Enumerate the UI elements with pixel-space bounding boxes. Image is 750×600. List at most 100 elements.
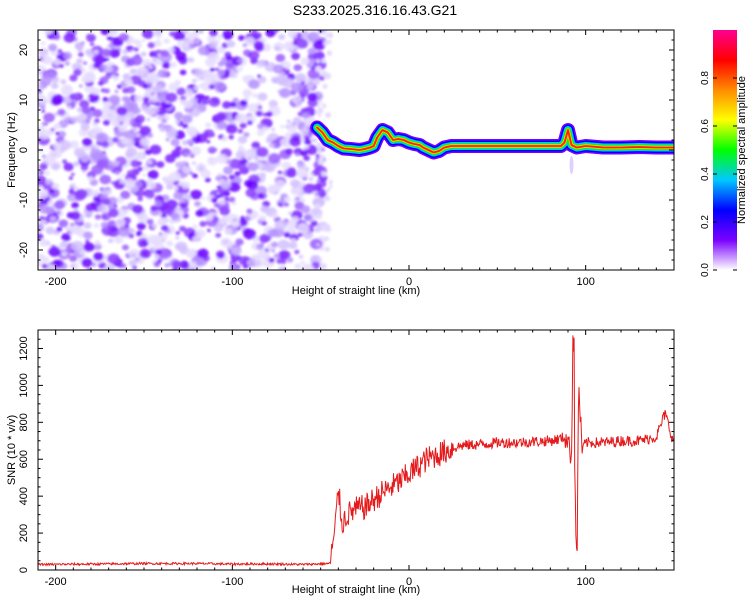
noise-speckle — [166, 218, 171, 222]
noise-speckle — [286, 119, 292, 124]
noise-speckle — [217, 173, 223, 178]
noise-speckle — [238, 218, 248, 227]
noise-speckle — [256, 147, 269, 158]
noise-speckle — [261, 221, 268, 226]
noise-speckle — [60, 79, 67, 85]
spectrogram-ytick-label: 10 — [18, 94, 30, 106]
noise-speckle — [175, 51, 187, 61]
noise-speckle — [240, 225, 246, 230]
noise-speckle — [70, 223, 75, 227]
noise-speckle — [283, 231, 291, 238]
spectrogram-ylabel: Frequency (Hz) — [6, 112, 18, 188]
noise-speckle — [207, 35, 217, 43]
noise-speckle — [151, 107, 160, 114]
noise-speckle — [54, 200, 65, 210]
noise-speckle — [242, 88, 253, 98]
noise-speckle — [182, 123, 189, 129]
spectrogram-xlabel: Height of straight line (km) — [292, 285, 420, 297]
noise-speckle — [43, 112, 55, 123]
noise-speckle — [324, 236, 330, 242]
snr-xtick-label: -100 — [221, 576, 243, 588]
noise-speckle — [187, 250, 195, 257]
noise-speckle — [290, 237, 297, 243]
snr-ytick-label: 1000 — [18, 373, 30, 397]
noise-speckle — [38, 72, 43, 77]
noise-speckle — [69, 224, 81, 235]
noise-speckle — [193, 85, 200, 91]
noise-speckle — [300, 93, 306, 97]
noise-speckle — [179, 260, 190, 269]
noise-speckle — [262, 252, 269, 258]
noise-speckle — [175, 235, 180, 240]
noise-speckle — [307, 53, 316, 61]
noise-speckle — [86, 96, 90, 100]
noise-speckle — [181, 140, 189, 146]
noise-speckle — [291, 216, 299, 223]
noise-speckle — [38, 204, 51, 214]
spectrogram-ytick-label: 0 — [18, 147, 30, 153]
noise-speckle — [83, 231, 93, 240]
noise-speckle — [136, 222, 146, 230]
noise-speckle — [139, 125, 151, 136]
noise-speckle — [159, 217, 168, 225]
colorbar-gradient — [713, 30, 737, 270]
noise-speckle — [50, 82, 59, 90]
noise-speckle — [274, 219, 287, 231]
noise-speckle — [69, 140, 79, 149]
noise-speckle — [93, 118, 100, 124]
noise-speckle — [320, 263, 327, 270]
noise-speckle — [216, 191, 221, 195]
noise-speckle — [92, 109, 103, 118]
noise-speckle — [155, 249, 162, 255]
noise-speckle — [99, 174, 112, 185]
noise-speckle — [159, 125, 167, 132]
noise-speckle — [293, 64, 303, 72]
noise-speckle — [91, 204, 97, 209]
noise-speckle — [192, 173, 198, 179]
noise-speckle — [45, 70, 57, 80]
noise-speckle — [163, 38, 170, 44]
noise-speckle — [130, 159, 140, 168]
noise-speckle — [83, 222, 92, 229]
noise-speckle — [185, 149, 191, 155]
noise-speckle — [321, 70, 328, 77]
noise-speckle — [71, 202, 79, 209]
noise-speckle — [182, 114, 193, 124]
noise-speckle — [258, 234, 270, 244]
noise-speckle — [218, 198, 226, 205]
noise-speckle — [73, 68, 82, 76]
noise-speckle — [303, 213, 313, 222]
noise-speckle — [312, 39, 326, 51]
noise-speckle — [237, 136, 248, 144]
noise-speckle — [286, 123, 298, 133]
noise-speckle — [210, 208, 215, 213]
noise-speckle — [215, 67, 220, 72]
noise-speckle — [161, 61, 171, 69]
noise-speckle — [38, 89, 43, 94]
noise-speckle — [188, 261, 198, 270]
noise-speckle — [173, 30, 186, 41]
noise-speckle — [231, 220, 241, 228]
noise-speckle — [247, 180, 259, 191]
noise-speckle — [80, 123, 90, 131]
noise-speckle — [197, 45, 210, 56]
noise-speckle — [191, 78, 197, 84]
noise-speckle — [80, 164, 89, 171]
noise-speckle — [294, 263, 302, 270]
noise-speckle — [217, 61, 225, 67]
noise-speckle — [207, 146, 217, 154]
colorbar-tick-label: 0.4 — [700, 167, 711, 181]
noise-speckle — [117, 124, 128, 133]
noise-speckle — [73, 186, 79, 191]
noise-speckle — [102, 96, 109, 103]
noise-speckle — [57, 130, 66, 138]
noise-speckle — [329, 184, 333, 189]
noise-speckle — [188, 43, 196, 49]
noise-speckle — [253, 32, 262, 40]
figure-title: S233.2025.316.16.43.G21 — [293, 2, 457, 18]
noise-speckle — [246, 120, 253, 126]
noise-speckle — [91, 87, 101, 96]
noise-speckle — [300, 150, 308, 157]
noise-speckle — [38, 238, 49, 247]
noise-speckle — [245, 188, 257, 198]
